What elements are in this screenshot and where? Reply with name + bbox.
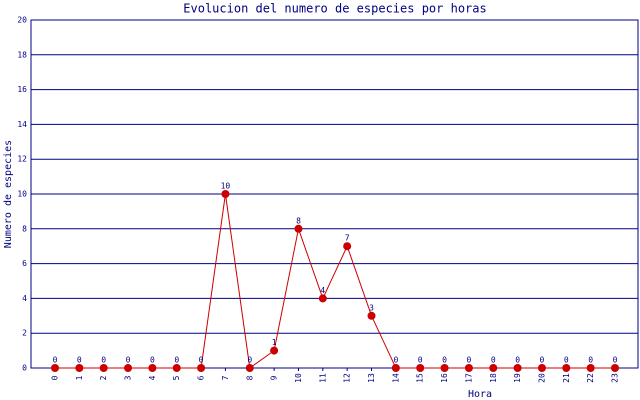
x-tick-label: 13 (367, 373, 376, 383)
x-tick-label: 0 (51, 375, 60, 380)
y-tick-label: 8 (22, 224, 27, 233)
x-tick-label: 14 (391, 373, 400, 383)
data-point (148, 364, 157, 372)
data-label: 0 (466, 356, 471, 365)
data-point (172, 364, 181, 372)
data-label: 1 (272, 338, 277, 347)
x-tick-label: 8 (245, 375, 254, 380)
data-point (391, 364, 400, 372)
y-tick-label: 2 (22, 329, 27, 338)
x-tick-label: 7 (221, 375, 230, 380)
x-tick-label: 21 (562, 373, 571, 383)
x-tick-label: 23 (611, 373, 620, 383)
data-label: 0 (613, 356, 618, 365)
x-tick-label: 9 (270, 375, 279, 380)
data-label: 4 (320, 286, 325, 295)
x-tick-label: 17 (464, 373, 473, 383)
data-label: 0 (199, 356, 204, 365)
x-tick-label: 2 (99, 375, 108, 380)
x-tick-label: 6 (197, 375, 206, 380)
x-tick-label: 18 (489, 373, 498, 383)
y-tick-label: 20 (17, 16, 27, 25)
data-label: 0 (588, 356, 593, 365)
x-tick-label: 20 (537, 373, 546, 383)
data-label: 0 (53, 356, 58, 365)
y-axis-label: Numero de especies (3, 140, 14, 248)
data-point (367, 311, 376, 320)
data-point (537, 364, 546, 372)
data-label: 0 (418, 356, 423, 365)
data-label: 0 (101, 356, 106, 365)
x-tick-label: 16 (440, 373, 449, 383)
data-point (464, 364, 473, 372)
data-point (99, 364, 108, 372)
x-tick-label: 15 (416, 373, 425, 383)
data-point (343, 242, 352, 251)
data-point (586, 364, 595, 372)
data-label: 0 (77, 356, 82, 365)
data-label: 0 (393, 356, 398, 365)
y-tick-label: 16 (17, 85, 27, 94)
data-point (221, 190, 230, 198)
y-tick-label: 0 (22, 364, 27, 373)
y-tick-label: 4 (22, 294, 27, 303)
data-point (75, 364, 84, 372)
x-tick-label: 1 (75, 375, 84, 380)
data-label: 10 (221, 182, 231, 191)
x-tick-label: 12 (343, 373, 352, 383)
data-point (270, 346, 279, 355)
y-tick-label: 12 (17, 155, 27, 164)
data-point (513, 364, 522, 372)
data-point (51, 364, 59, 372)
y-tick-label: 10 (17, 190, 27, 199)
data-label: 0 (540, 356, 545, 365)
x-tick-label: 4 (148, 375, 157, 380)
data-point (416, 364, 425, 372)
data-point (489, 364, 498, 372)
data-label: 3 (369, 303, 374, 312)
x-tick-label: 5 (172, 375, 181, 380)
x-tick-label: 10 (294, 373, 303, 383)
data-label: 8 (296, 216, 301, 225)
data-label: 0 (126, 356, 131, 365)
series-line (55, 193, 615, 369)
x-tick-label: 19 (513, 373, 522, 383)
data-label: 0 (515, 356, 520, 365)
data-point (611, 364, 619, 372)
y-tick-label: 14 (17, 120, 27, 129)
data-label: 0 (174, 356, 179, 365)
chart-title: Evolucion del numero de especies por hor… (183, 2, 486, 16)
data-label: 0 (491, 356, 496, 365)
data-point (440, 364, 449, 372)
data-point (124, 364, 133, 372)
data-point (294, 224, 303, 233)
data-point (197, 364, 206, 372)
x-axis-label: Hora (468, 389, 492, 400)
data-point (562, 364, 571, 372)
x-tick-label: 3 (124, 375, 133, 380)
data-label: 0 (150, 356, 155, 365)
data-label: 0 (442, 356, 447, 365)
data-label: 7 (345, 234, 350, 243)
x-tick-label: 22 (586, 373, 595, 383)
data-point (245, 364, 254, 372)
x-tick-label: 11 (318, 373, 327, 383)
data-point (318, 294, 327, 303)
y-tick-label: 6 (22, 259, 27, 268)
y-tick-label: 18 (17, 50, 27, 59)
data-label: 0 (247, 356, 252, 365)
data-label: 0 (564, 356, 569, 365)
